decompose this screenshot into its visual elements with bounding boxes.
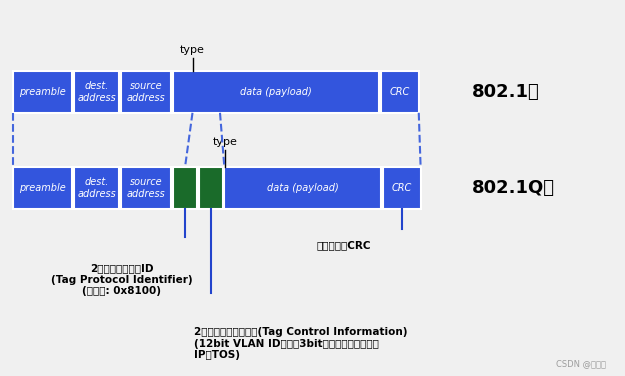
- Bar: [12, 167, 72, 209]
- Bar: [199, 167, 222, 209]
- Text: 802.1帧: 802.1帧: [472, 83, 539, 101]
- Text: CSDN @不怕娜: CSDN @不怕娜: [556, 359, 606, 368]
- Bar: [74, 71, 119, 113]
- Bar: [121, 71, 171, 113]
- Bar: [12, 71, 72, 113]
- Text: 2字节的标记协议ID
(Tag Protocol Identifier)
(固定值: 0x8100): 2字节的标记协议ID (Tag Protocol Identifier) (固定…: [51, 263, 192, 296]
- Text: data (payload): data (payload): [241, 87, 312, 97]
- Text: type: type: [213, 136, 238, 147]
- Text: data (payload): data (payload): [267, 183, 339, 193]
- Text: preamble: preamble: [19, 87, 66, 97]
- Text: preamble: preamble: [19, 183, 66, 193]
- Bar: [121, 167, 171, 209]
- Text: type: type: [180, 44, 205, 55]
- Bar: [381, 71, 419, 113]
- Text: CRC: CRC: [390, 87, 410, 97]
- Text: source
address: source address: [127, 81, 166, 103]
- Text: 802.1Q帧: 802.1Q帧: [472, 179, 555, 197]
- Bar: [173, 167, 197, 209]
- Text: source
address: source address: [127, 177, 166, 199]
- Bar: [383, 167, 421, 209]
- Text: 重新计算的CRC: 重新计算的CRC: [316, 241, 371, 251]
- Text: CRC: CRC: [392, 183, 412, 193]
- Bar: [74, 167, 119, 209]
- Bar: [224, 167, 381, 209]
- Text: dest.
address: dest. address: [78, 81, 116, 103]
- Text: dest.
address: dest. address: [78, 177, 116, 199]
- Bar: [173, 71, 379, 113]
- Text: 2字节的标记控制信息(Tag Control Information)
(12bit VLAN ID字段；3bit优先级字段，类似于
IP的TOS): 2字节的标记控制信息(Tag Control Information) (12b…: [194, 327, 408, 360]
